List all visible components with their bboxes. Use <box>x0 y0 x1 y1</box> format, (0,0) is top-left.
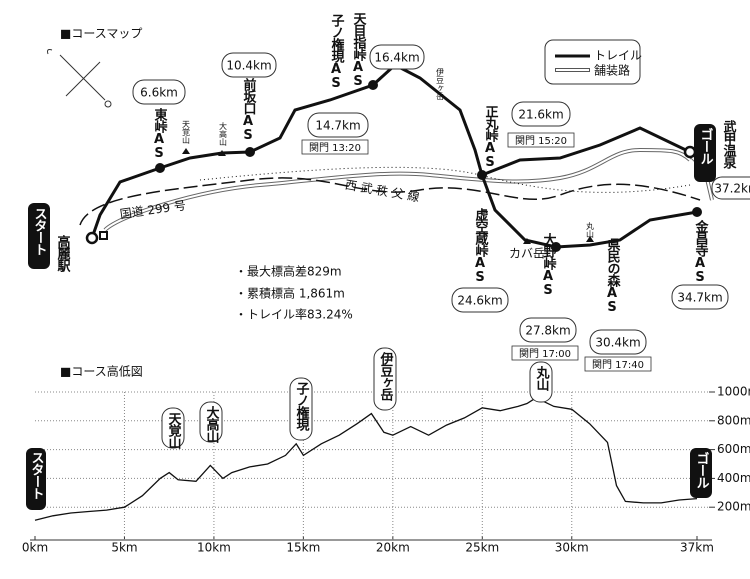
peak: 大高山 <box>219 121 228 147</box>
stat: ・累積標高 1,861m <box>235 286 345 301</box>
goal-distance: 37.2km <box>714 182 750 196</box>
as-name: 子ノ権現AS <box>329 14 345 90</box>
as-cutoff: 関門 17:40 <box>592 359 644 371</box>
as-name: 虚空蔵峠AS <box>473 207 489 284</box>
annotation: 天覚山 <box>166 412 183 450</box>
start-station: 高麗駅 <box>55 234 72 273</box>
profile-title: ■コース高低図 <box>60 364 143 379</box>
y-tick-label: 600m <box>717 442 750 456</box>
annotation: 大高山 <box>204 405 220 444</box>
as-distance: 14.7km <box>315 119 360 133</box>
x-tick-label: 20km <box>376 541 410 555</box>
y-tick-label: 1000m <box>717 385 750 399</box>
y-tick-label: 200m <box>717 500 750 514</box>
x-tick-label: 15km <box>286 541 320 555</box>
as-distance: 24.6km <box>457 294 502 308</box>
elevation-profile: 0km 5km 10km 15km 20km 25km 30km 37km 200m 400m 60… <box>22 385 750 555</box>
as-distance: 10.4km <box>226 59 271 73</box>
x-tick-label: 25km <box>465 541 499 555</box>
as-distance: 34.7km <box>677 291 722 305</box>
peaks: 天覚山 大高山 伊豆ヶ岳 カバ岳 丸山 <box>182 67 595 260</box>
as-name: 大野峠AS <box>541 232 557 297</box>
peak: 天覚山 <box>182 120 191 145</box>
x-tick-label: 5km <box>111 541 137 555</box>
as-name: 金昌寺AS <box>693 219 710 284</box>
profile-annotations: スタート 天覚山 大高山 子ノ権現 伊豆ヶ岳 丸山 ゴール <box>26 347 712 510</box>
goal-badge <box>694 124 716 182</box>
legend-trail: トレイル <box>594 49 642 63</box>
as-cutoff: 関門 15:20 <box>515 135 567 147</box>
goal-distance-box <box>711 176 750 200</box>
as-name: 東峠AS <box>152 107 168 160</box>
annotation: スタート <box>29 451 45 500</box>
y-tick-label: 800m <box>717 413 750 427</box>
map-title: ■コースマップ <box>60 27 142 41</box>
start-label: スタート <box>32 207 48 256</box>
as-name: 県民の森AS <box>605 238 621 314</box>
x-tick-label: 37km <box>680 541 714 555</box>
peak: 伊豆ヶ岳 <box>436 67 445 101</box>
start-badge <box>28 203 50 269</box>
annotation: ゴール <box>694 451 710 489</box>
x-tick-label: 10km <box>197 541 231 555</box>
legend: トレイル 舗装路 <box>544 39 642 85</box>
as-name: 前坂口AS <box>241 77 257 142</box>
as-name: 天目指峠AS <box>351 12 367 88</box>
annotation: 丸山 <box>534 365 551 392</box>
peak: カバ岳 <box>509 247 545 261</box>
legend-road: 舗装路 <box>594 63 630 78</box>
goal-station: 武甲温泉 <box>721 119 737 170</box>
compass <box>47 49 112 108</box>
route-dots <box>85 80 702 252</box>
annotation: 伊豆ヶ岳 <box>378 351 395 402</box>
aid-stations: 東峠AS 6.6km 前坂口AS 10.4km 子ノ権現AS 14.7km 関門… <box>132 12 729 372</box>
as-distance: 27.8km <box>525 324 570 338</box>
x-tick-label: 0km <box>22 541 48 555</box>
as-name: 正丸峠AS <box>483 105 500 169</box>
y-tick-label: 400m <box>717 471 750 485</box>
as-distance: 6.6km <box>140 86 178 100</box>
peak: 丸山 <box>586 221 595 239</box>
stat: ・最大標高差829m <box>235 264 342 279</box>
x-tick-label: 30km <box>555 541 589 555</box>
as-distance: 21.6km <box>518 108 563 122</box>
goal-label: ゴール <box>698 127 714 165</box>
as-distance: 16.4km <box>374 51 419 65</box>
as-cutoff: 関門 13:20 <box>309 142 361 154</box>
elevation-line <box>34 397 698 521</box>
annotation: 子ノ権現 <box>294 382 310 432</box>
stat: ・トレイル率83.24% <box>235 307 353 322</box>
as-cutoff: 関門 17:00 <box>519 348 571 360</box>
as-distance: 30.4km <box>595 336 640 350</box>
